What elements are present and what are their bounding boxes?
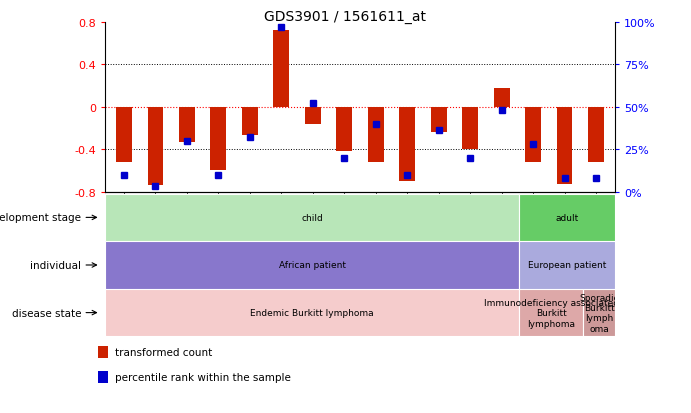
Bar [431, 107, 446, 133]
Bar [583, 289, 615, 337]
Text: adult: adult [556, 214, 579, 222]
Bar [494, 88, 509, 107]
Bar [98, 371, 108, 383]
Text: Sporadic
Burkitt
lymph
oma: Sporadic Burkitt lymph oma [579, 293, 619, 333]
Bar [525, 107, 541, 162]
Bar [337, 107, 352, 152]
Bar [242, 107, 258, 136]
Bar [105, 242, 520, 289]
Bar [588, 107, 604, 162]
Bar [274, 31, 290, 107]
Bar [179, 107, 195, 142]
Bar [211, 107, 226, 171]
Bar [148, 107, 163, 186]
Bar [105, 289, 520, 337]
Text: African patient: African patient [278, 261, 346, 270]
Bar [520, 194, 615, 242]
Text: Endemic Burkitt lymphoma: Endemic Burkitt lymphoma [250, 309, 374, 317]
Bar [520, 242, 615, 289]
Bar [368, 107, 384, 162]
Bar [98, 346, 108, 358]
Text: child: child [301, 214, 323, 222]
Text: GDS3901 / 1561611_at: GDS3901 / 1561611_at [265, 10, 426, 24]
Bar [557, 107, 572, 185]
Bar [520, 289, 583, 337]
Text: European patient: European patient [528, 261, 607, 270]
Text: Immunodeficiency associated
Burkitt
lymphoma: Immunodeficiency associated Burkitt lymp… [484, 298, 618, 328]
Text: development stage: development stage [0, 213, 82, 223]
Bar [305, 107, 321, 124]
Text: percentile rank within the sample: percentile rank within the sample [115, 373, 291, 382]
Text: disease state: disease state [12, 308, 82, 318]
Text: transformed count: transformed count [115, 348, 212, 358]
Bar [116, 107, 132, 162]
Bar [105, 194, 520, 242]
Bar [399, 107, 415, 181]
Bar [462, 107, 478, 150]
Text: individual: individual [30, 260, 82, 271]
